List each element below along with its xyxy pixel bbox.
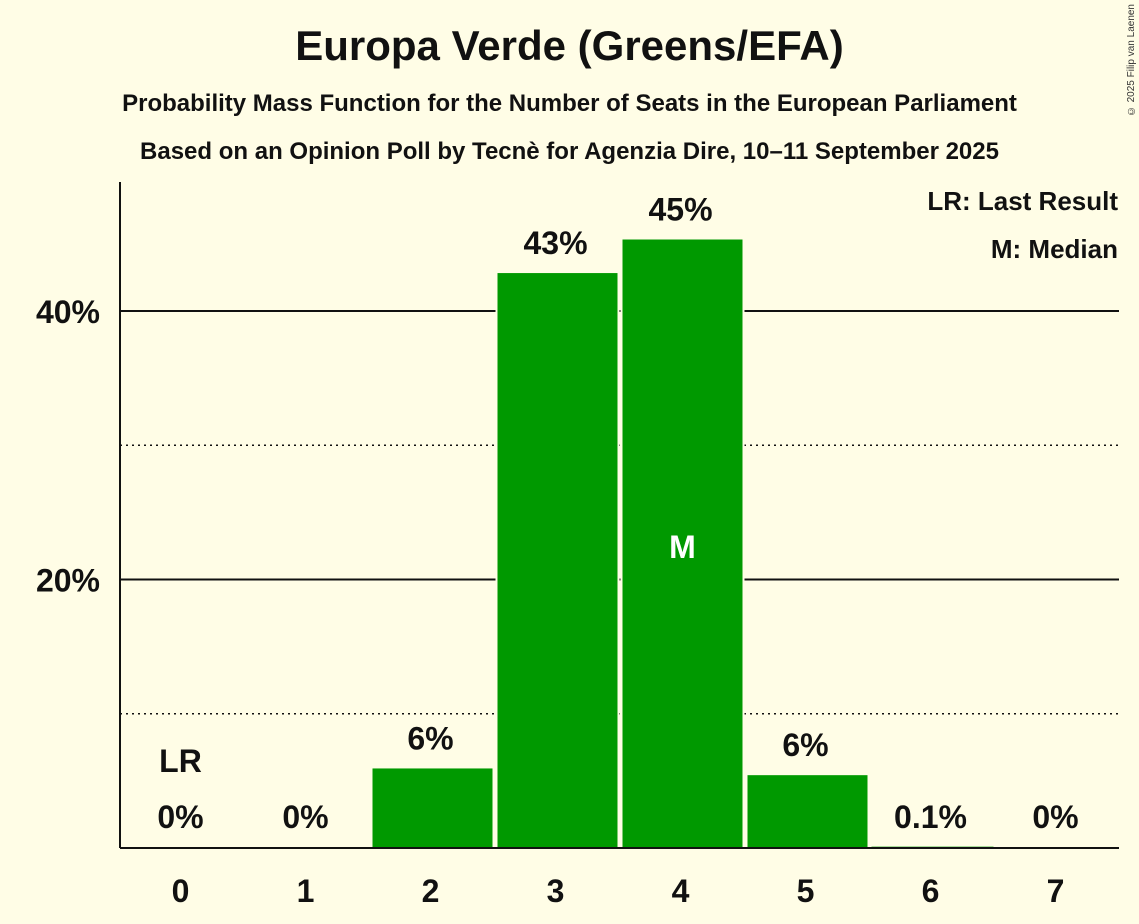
- value-label: 0.1%: [894, 799, 967, 835]
- y-tick-label: 40%: [36, 294, 100, 330]
- bar-seats-4: [620, 237, 745, 849]
- last-result-marker: LR: [159, 743, 202, 779]
- y-tick-label: 20%: [36, 563, 100, 599]
- value-label: 45%: [648, 192, 712, 228]
- value-label: 43%: [523, 225, 587, 261]
- x-tick-label: 1: [297, 873, 315, 909]
- x-tick-label: 0: [172, 873, 190, 909]
- bar-seats-2: [370, 766, 495, 850]
- bar-seats-3: [495, 271, 620, 849]
- bar-seats-5: [745, 773, 870, 849]
- value-label: 0%: [157, 799, 203, 835]
- legend-entry: LR: Last Result: [927, 186, 1118, 216]
- value-label: 0%: [282, 799, 328, 835]
- value-label: 0%: [1032, 799, 1078, 835]
- chart-source-line: Based on an Opinion Poll by Tecnè for Ag…: [140, 138, 999, 165]
- value-label: 6%: [782, 727, 828, 763]
- x-tick-label: 3: [547, 873, 565, 909]
- chart-title: Europa Verde (Greens/EFA): [295, 22, 844, 69]
- x-tick-label: 5: [797, 873, 815, 909]
- x-tick-label: 7: [1047, 873, 1065, 909]
- x-tick-label: 6: [922, 873, 940, 909]
- x-tick-label: 4: [672, 873, 690, 909]
- x-tick-label: 2: [422, 873, 440, 909]
- legend-entry: M: Median: [991, 234, 1118, 264]
- median-marker: M: [669, 529, 696, 565]
- value-label: 6%: [407, 720, 453, 756]
- chart-subtitle: Probability Mass Function for the Number…: [122, 90, 1017, 117]
